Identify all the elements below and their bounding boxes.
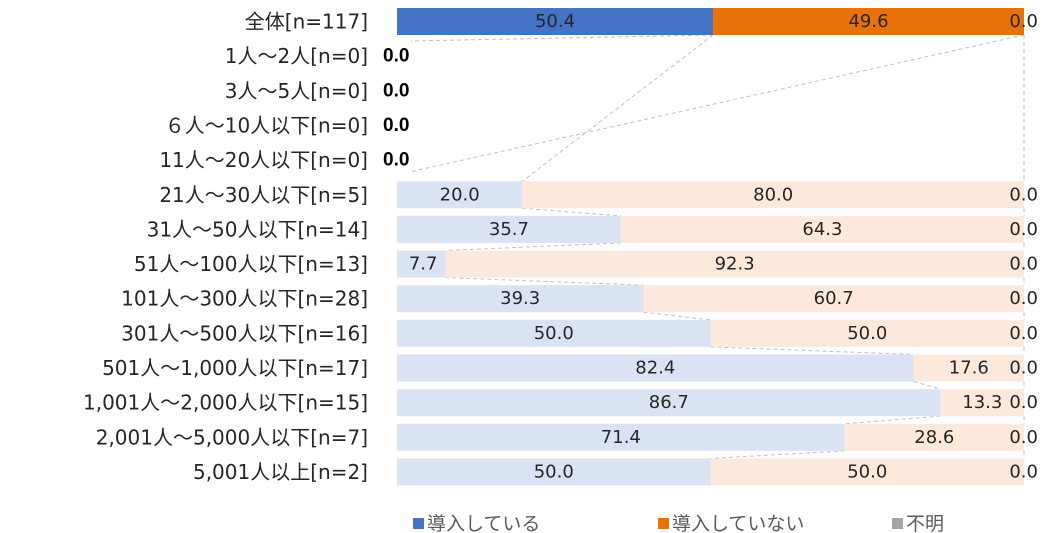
value-label-series-3: 0.0 (1009, 219, 1038, 240)
bar-segment-series-1 (397, 389, 941, 417)
value-label-empty: 0.0 (383, 80, 409, 101)
bar-segment-series-2 (643, 285, 1024, 313)
bar-segment-series-2 (844, 423, 1024, 451)
series-line (522, 34, 714, 182)
value-label-series-3: 0.0 (1009, 461, 1038, 482)
value-label-series-2: 49.6 (848, 11, 888, 32)
bar-segment-series-1 (397, 458, 711, 486)
series-line (410, 34, 714, 42)
value-label-series-1: 50.4 (535, 11, 575, 32)
value-label-series-1: 82.4 (635, 358, 675, 379)
category-label: 101人〜300人以下[n=28] (121, 287, 368, 311)
value-label-series-2: 50.0 (847, 461, 887, 482)
series-line (913, 381, 941, 390)
value-label-series-1: 71.4 (601, 427, 641, 448)
value-label-empty: 0.0 (383, 115, 409, 136)
value-label-series-1: 39.3 (500, 288, 540, 309)
bar-segment-series-2 (713, 8, 1024, 35)
bar-segment-series-1 (397, 354, 914, 382)
category-label: 301人〜500人以下[n=16] (121, 321, 368, 345)
value-labels: 50.4 49.6 0.0 0.0 0.0 0.0 0.0 20.0 80.0 0.0 35.7 64… (383, 11, 1038, 482)
bar-segment-series-2 (940, 389, 1024, 417)
bar-segment-series-2 (710, 458, 1024, 486)
value-label-series-2: 80.0 (753, 184, 793, 205)
value-label-series-3: 0.0 (1009, 392, 1038, 413)
series-line (522, 207, 621, 217)
category-label: ６人〜10人以下[n=0] (165, 113, 368, 137)
value-label-series-1: 50.0 (534, 323, 574, 344)
value-label-series-2: 17.6 (949, 358, 989, 379)
category-label: 21人〜30人以下[n=5] (159, 183, 368, 207)
series-line (445, 277, 644, 286)
legend-label-series-2: 導入していない (672, 513, 804, 533)
bar-segment-series-1 (397, 423, 845, 451)
category-label: 2,001人〜5,000人以下[n=7] (96, 425, 368, 449)
bars-group (397, 8, 1024, 486)
value-label-series-1: 7.7 (409, 254, 438, 275)
value-label-series-2: 92.3 (715, 254, 755, 275)
series-lines (410, 34, 1025, 459)
category-label: 5,001人以上[n=2] (193, 460, 368, 484)
value-label-series-3: 0.0 (1009, 323, 1038, 344)
value-label-series-3: 0.0 (1009, 254, 1038, 275)
value-label-series-3: 0.0 (1009, 358, 1038, 379)
category-label: 51人〜100人以下[n=13] (134, 252, 368, 276)
series-line (410, 34, 1025, 173)
value-label-empty: 0.0 (383, 46, 409, 67)
bar-segment-series-2 (445, 250, 1024, 278)
value-label-series-1: 50.0 (534, 461, 574, 482)
legend-swatch-series-2 (658, 518, 669, 529)
value-label-series-1: 20.0 (440, 184, 480, 205)
series-line (844, 415, 941, 425)
legend-label-series-3: 不明 (906, 513, 944, 533)
value-label-series-1: 86.7 (649, 392, 689, 413)
category-label: 31人〜50人以下[n=14] (147, 217, 368, 241)
value-label-series-3: 0.0 (1009, 288, 1038, 309)
category-label: 1,001人〜2,000人以下[n=15] (83, 391, 368, 415)
category-label: 11人〜20人以下[n=0] (159, 148, 368, 172)
value-label-series-3: 0.0 (1009, 427, 1038, 448)
value-label-series-2: 13.3 (962, 392, 1002, 413)
value-label-series-3: 0.0 (1009, 184, 1038, 205)
bar-segment-series-1 (397, 181, 523, 209)
bar-segment-series-1 (397, 319, 711, 347)
legend-label-series-1: 導入している (427, 513, 540, 533)
bar-segment-series-2 (522, 181, 1024, 209)
value-label-empty: 0.0 (383, 150, 409, 171)
value-label-series-1: 35.7 (489, 219, 529, 240)
category-label: 501人〜1,000人以下[n=17] (102, 356, 368, 380)
series-line (710, 346, 914, 355)
bar-segment-series-1 (397, 285, 644, 313)
bar-segment-series-2 (710, 319, 1024, 347)
bar-segment-series-1 (397, 215, 621, 243)
series-line (710, 450, 845, 459)
category-label: 1人〜2人[n=0] (225, 44, 368, 68)
value-label-series-3: 0.0 (1009, 11, 1038, 32)
legend-swatch-series-1 (413, 518, 424, 529)
category-label: 全体[n=117] (245, 10, 368, 34)
category-labels: 全体[n=117] 1人〜2人[n=0] 3人〜5人[n=0] ６人〜10人以下[n=… (83, 10, 368, 484)
legend-swatch-series-3 (892, 518, 903, 529)
bar-segment-series-2 (913, 354, 1024, 382)
legend: 導入している 導入していない 不明 (413, 513, 944, 533)
bar-segment-series-1 (397, 250, 446, 278)
series-line (445, 242, 621, 252)
value-label-series-2: 64.3 (802, 219, 842, 240)
series-line (643, 311, 711, 321)
bar-segment-series-2 (620, 215, 1024, 243)
bar-segment-series-1 (397, 8, 714, 35)
value-label-series-2: 50.0 (847, 323, 887, 344)
value-label-series-2: 60.7 (814, 288, 854, 309)
value-label-series-2: 28.6 (914, 427, 954, 448)
category-label: 3人〜5人[n=0] (225, 79, 368, 103)
